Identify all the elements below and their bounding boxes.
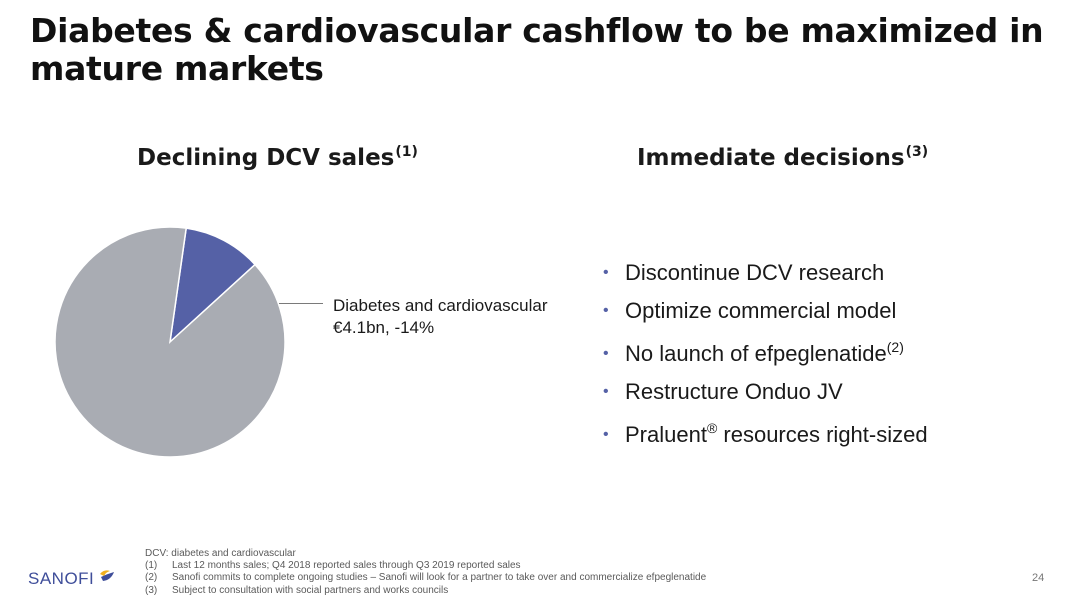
slide-title: Diabetes & cardiovascular cashflow to be…: [30, 11, 1044, 88]
footnote-number: (3): [145, 584, 158, 596]
decisions-list: • Discontinue DCV research • Optimize comm…: [603, 254, 928, 454]
footnote-number: (2): [145, 572, 158, 584]
decision-text: Discontinue DCV research: [625, 260, 885, 285]
decision-item: • Restructure Onduo JV: [603, 373, 928, 411]
decision-item: • Discontinue DCV research: [603, 254, 928, 292]
callout-leader-line: [279, 303, 323, 304]
decision-text: Praluent: [625, 422, 707, 447]
decision-text: Restructure Onduo JV: [625, 378, 843, 404]
right-heading-text: Immediate decisions: [637, 145, 905, 171]
decision-text-after: resources right-sized: [717, 422, 928, 447]
left-column-heading: Declining DCV sales(1): [137, 144, 418, 171]
decision-text: Optimize commercial model: [625, 297, 897, 323]
footnote-text: Last 12 months sales; Q4 2018 reported s…: [172, 560, 521, 572]
page-number: 24: [1032, 572, 1045, 584]
right-column-heading: Immediate decisions(3): [637, 144, 928, 171]
logo-text: SANOFI: [28, 568, 95, 588]
callout-value: €4.1bn, -14%: [333, 318, 435, 337]
decision-item: • No launch of efpeglenatide(2): [603, 329, 928, 373]
bullet-icon: •: [603, 382, 609, 400]
bullet-icon: •: [603, 264, 609, 281]
right-heading-note: (3): [905, 144, 929, 160]
footnote-dcv: DCV: diabetes and cardiovascular: [145, 548, 296, 559]
bullet-icon: •: [603, 301, 609, 319]
footnote: (2) Sanofi commits to complete ongoing st…: [145, 572, 706, 584]
dcv-pie-chart: [52, 226, 288, 458]
footnote: (1) Last 12 months sales; Q4 2018 reporte…: [145, 560, 706, 572]
decision-note: (2): [886, 339, 904, 355]
bullet-icon: •: [603, 426, 609, 443]
left-heading-note: (1): [395, 144, 418, 160]
decision-text: No launch of efpeglenatide: [625, 341, 887, 366]
footnote-text: Subject to consultation with social part…: [172, 584, 449, 596]
left-heading-text: Declining DCV sales: [137, 145, 395, 171]
callout-label: Diabetes and cardiovascular: [333, 296, 548, 315]
pie-callout: Diabetes and cardiovascular €4.1bn, -14%: [333, 295, 548, 339]
registered-mark: ®: [706, 420, 718, 436]
pie-slice-dcv: [168, 227, 257, 344]
bullet-icon: •: [603, 345, 609, 362]
sanofi-logo: SANOFI: [28, 568, 116, 589]
footnote-number: (1): [145, 560, 158, 572]
footnote-text: Sanofi commits to complete ongoing studi…: [172, 572, 707, 584]
decision-item: • Optimize commercial model: [603, 292, 928, 330]
footnote: (3) Subject to consultation with social p…: [145, 585, 706, 597]
decision-item: • Praluent® resources right-sized: [603, 410, 928, 454]
footnotes: DCV: diabetes and cardiovascular (1) Last…: [145, 548, 706, 597]
sanofi-bird-icon: [98, 568, 116, 589]
pie-slice-other: [54, 226, 286, 458]
